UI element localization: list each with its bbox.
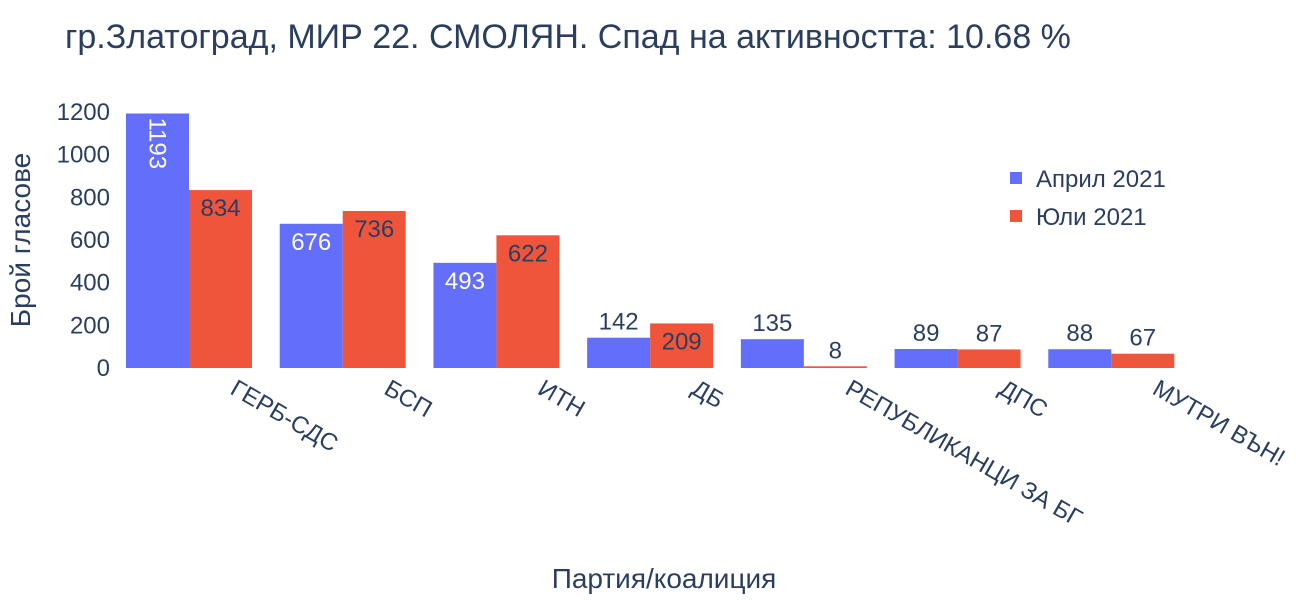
y-axis-ticks: 0 200 400 600 800 1000 1200	[57, 99, 110, 382]
bar-value-label: 8	[829, 337, 842, 364]
bar[interactable]	[126, 113, 189, 368]
bar[interactable]	[496, 235, 560, 368]
y-tick-label: 400	[70, 270, 110, 297]
bar-value-label: 493	[445, 268, 485, 295]
bar[interactable]	[957, 349, 1021, 368]
bar-labels-group: 1193 834 676 736 493 622 142 209 135 8 89 87 88 67	[144, 117, 1157, 364]
bar[interactable]	[587, 337, 651, 368]
bar[interactable]	[803, 366, 867, 368]
bar-value-label: 89	[913, 320, 940, 347]
bar-value-label: 622	[508, 240, 548, 267]
x-tick-label: БСП	[380, 375, 437, 423]
bar-value-label: 67	[1129, 325, 1156, 352]
x-tick-label: ИТН	[533, 375, 589, 423]
y-tick-label: 1000	[57, 142, 110, 169]
bar[interactable]	[1048, 349, 1112, 368]
y-tick-label: 1200	[57, 99, 110, 126]
bar[interactable]	[740, 339, 804, 368]
bar[interactable]	[279, 223, 343, 368]
y-tick-label: 800	[70, 184, 110, 211]
bar[interactable]	[342, 210, 406, 368]
bar[interactable]	[1111, 353, 1175, 368]
bars-group	[126, 113, 1175, 368]
y-axis-title: Брой гласове	[5, 153, 36, 327]
legend[interactable]: Април 2021 Юли 2021	[1010, 166, 1166, 231]
legend-swatch[interactable]	[1010, 172, 1022, 184]
y-tick-label: 200	[70, 312, 110, 339]
bar[interactable]	[433, 262, 497, 368]
bar[interactable]	[189, 190, 252, 368]
bar-value-label: 834	[200, 195, 240, 222]
x-tick-label: МУТРИ ВЪН!	[1148, 375, 1289, 472]
bar-value-label: 142	[599, 309, 639, 336]
bar-value-label: 736	[354, 216, 394, 243]
y-tick-label: 0	[97, 355, 110, 382]
legend-label[interactable]: Април 2021	[1036, 166, 1166, 193]
legend-swatch[interactable]	[1010, 210, 1022, 222]
chart-title: гр.Златоград, МИР 22. СМОЛЯН. Спад на ак…	[65, 18, 1071, 56]
x-tick-label: ДПС	[994, 375, 1052, 424]
x-axis-title: Партия/коалиция	[552, 563, 777, 594]
x-tick-label: ГЕРБ-СДС	[226, 375, 343, 458]
bar-value-label: 88	[1066, 320, 1093, 347]
bar[interactable]	[650, 323, 714, 368]
bar[interactable]	[894, 349, 958, 368]
x-tick-label: ДБ	[687, 375, 728, 414]
bar-value-label: 209	[662, 328, 702, 355]
y-tick-label: 600	[70, 227, 110, 254]
legend-label[interactable]: Юли 2021	[1036, 204, 1147, 231]
bar-value-label: 1193	[144, 117, 171, 169]
bar-value-label: 87	[976, 320, 1003, 347]
bar-value-label: 135	[752, 310, 792, 337]
bar-value-label: 676	[291, 229, 331, 256]
